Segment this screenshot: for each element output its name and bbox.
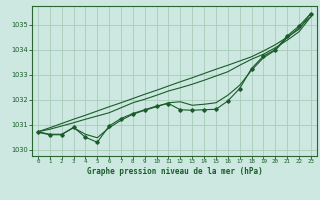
X-axis label: Graphe pression niveau de la mer (hPa): Graphe pression niveau de la mer (hPa) — [86, 167, 262, 176]
